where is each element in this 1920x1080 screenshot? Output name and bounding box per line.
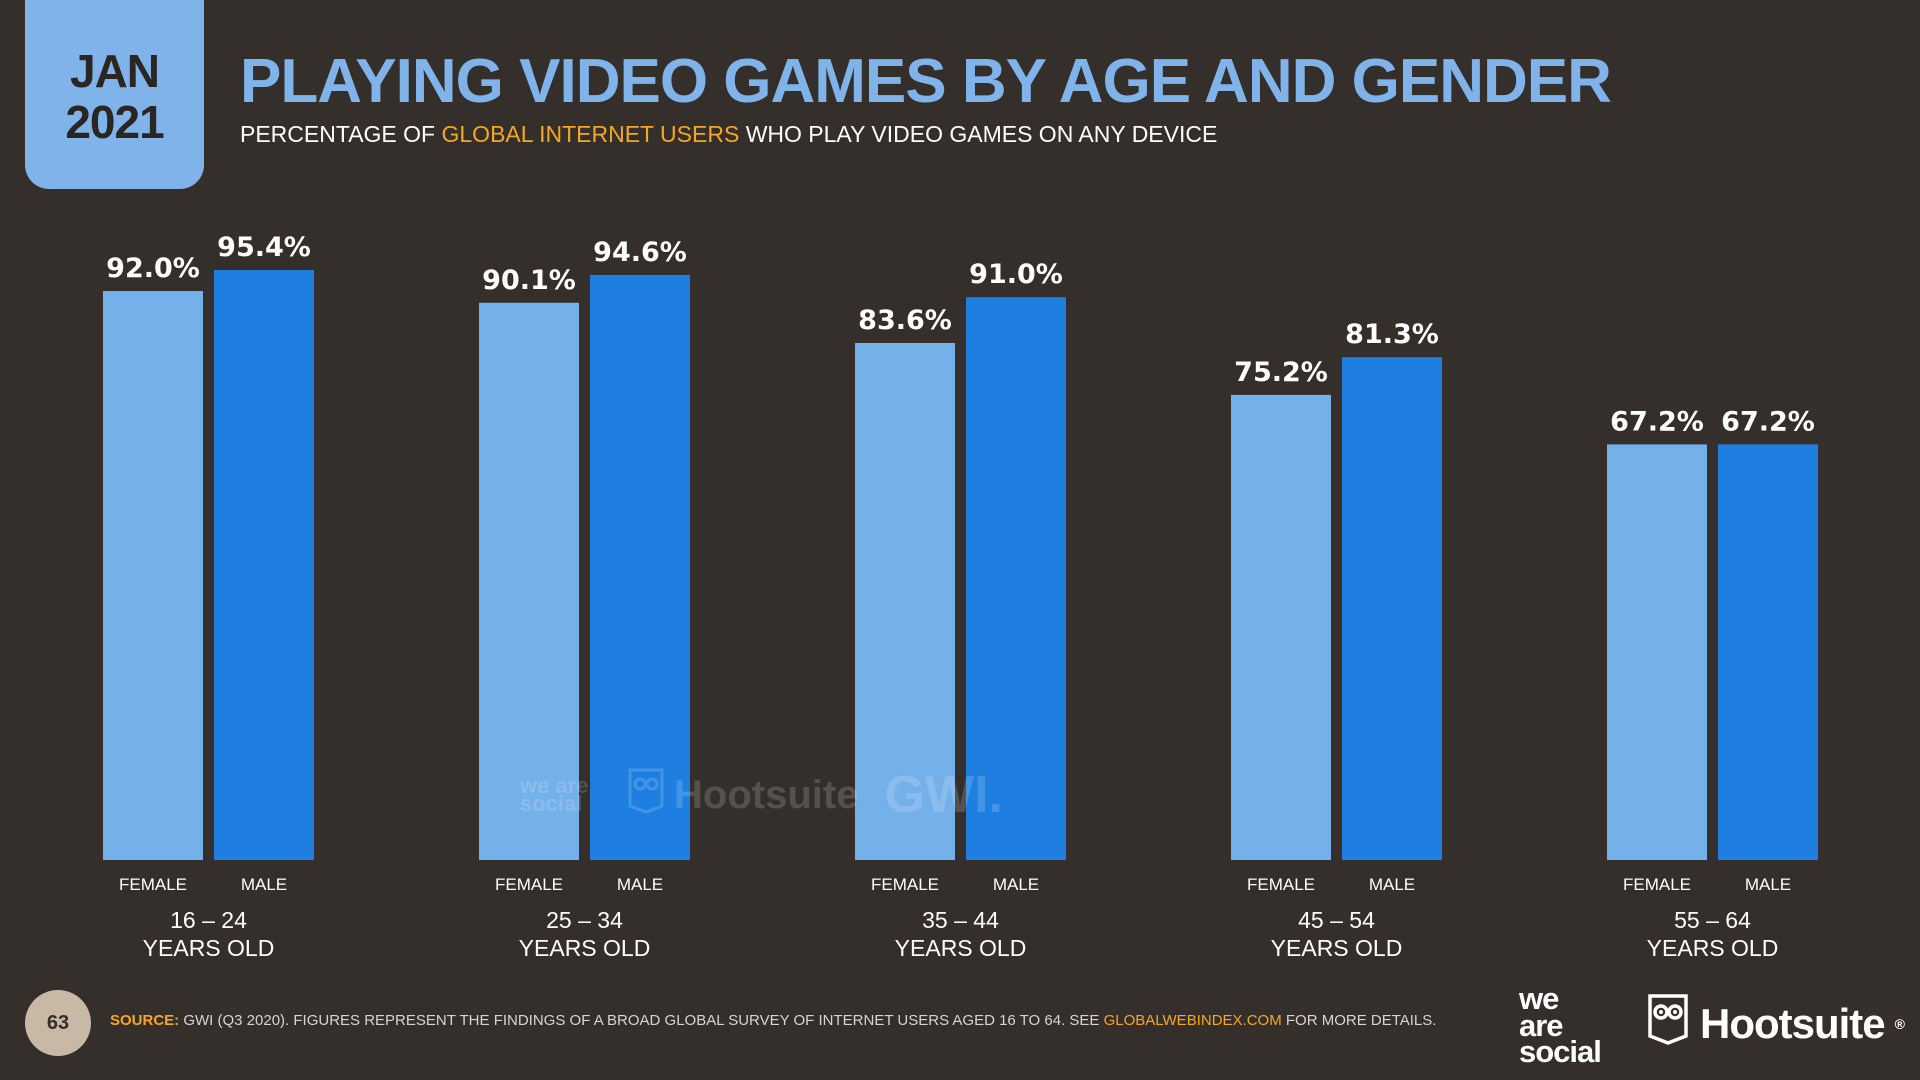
bar-male-3 [1342, 357, 1442, 860]
gender-label-female-1: FEMALE [495, 875, 563, 894]
age-group-suffix-3: YEARS OLD [1271, 935, 1403, 961]
bar-male-4 [1718, 444, 1818, 860]
page-title: PLAYING VIDEO GAMES BY AGE AND GENDER [240, 47, 1612, 116]
bar-female-2 [855, 342, 955, 860]
age-group-label-2: 35 – 44 [922, 907, 999, 933]
data-label-female-1: 90.1% [482, 265, 576, 296]
bar-male-0 [214, 270, 314, 860]
data-label-female-3: 75.2% [1234, 357, 1328, 388]
source-label: SOURCE: [110, 1012, 180, 1029]
owl-logo-icon [1646, 992, 1690, 1056]
page-number: 63 [25, 990, 91, 1056]
subtitle-pre: PERCENTAGE OF [240, 121, 442, 147]
gender-label-male-3: MALE [1369, 875, 1415, 894]
data-label-male-3: 81.3% [1345, 319, 1439, 350]
hootsuite-registered-mark: ® [1894, 1016, 1905, 1032]
data-label-male-4: 67.2% [1721, 406, 1815, 437]
age-group-suffix-4: YEARS OLD [1647, 935, 1779, 961]
source-footnote: SOURCE: GWI (Q3 2020). FIGURES REPRESENT… [110, 1012, 1436, 1029]
gender-label-female-2: FEMALE [871, 875, 939, 894]
subtitle-post: WHO PLAY VIDEO GAMES ON ANY DEVICE [739, 121, 1218, 147]
age-group-label-3: 45 – 54 [1298, 907, 1375, 933]
source-text: GWI (Q3 2020). FIGURES REPRESENT THE FIN… [179, 1012, 1104, 1029]
gender-label-female-4: FEMALE [1623, 875, 1691, 894]
age-group-suffix-1: YEARS OLD [519, 935, 651, 961]
gender-label-male-1: MALE [617, 875, 663, 894]
bar-female-1 [479, 302, 579, 860]
gender-label-male-4: MALE [1745, 875, 1791, 894]
logo-was-line3: social [1519, 1034, 1602, 1070]
data-label-female-2: 83.6% [858, 305, 952, 336]
gender-label-female-3: FEMALE [1247, 875, 1315, 894]
we-are-social-logo: we are social [1519, 981, 1602, 1070]
bar-female-4 [1607, 444, 1707, 860]
data-label-male-0: 95.4% [217, 232, 311, 263]
data-label-female-0: 92.0% [106, 253, 200, 284]
age-group-suffix-0: YEARS OLD [143, 935, 275, 961]
source-end: FOR MORE DETAILS. [1281, 1012, 1437, 1029]
gender-label-male-0: MALE [241, 875, 287, 894]
logo-was-line1: we [1519, 981, 1559, 1016]
bar-male-2 [966, 297, 1066, 860]
gender-label-male-2: MALE [993, 875, 1039, 894]
date-badge: JAN 2021 [25, 0, 204, 189]
gender-label-female-0: FEMALE [119, 875, 187, 894]
page-subtitle: PERCENTAGE OF GLOBAL INTERNET USERS WHO … [240, 121, 1217, 148]
hootsuite-logo: Hootsuite ® [1646, 992, 1905, 1056]
data-label-male-1: 94.6% [593, 237, 687, 268]
age-group-label-0: 16 – 24 [170, 907, 247, 933]
bar-female-0 [103, 291, 203, 861]
age-group-label-1: 25 – 34 [546, 907, 623, 933]
hootsuite-logo-text: Hootsuite [1700, 1000, 1886, 1047]
logo-was-line2: are [1519, 1007, 1564, 1043]
subtitle-highlight: GLOBAL INTERNET USERS [441, 121, 740, 147]
age-group-label-4: 55 – 64 [1674, 907, 1751, 933]
data-label-male-2: 91.0% [969, 259, 1063, 290]
date-month: JAN [69, 44, 160, 97]
bar-male-1 [590, 274, 690, 860]
source-link[interactable]: GLOBALWEBINDEX.COM [1103, 1012, 1282, 1029]
date-year: 2021 [65, 95, 164, 148]
bar-female-3 [1231, 394, 1331, 860]
data-label-female-4: 67.2% [1610, 406, 1704, 437]
age-group-suffix-2: YEARS OLD [895, 935, 1027, 961]
